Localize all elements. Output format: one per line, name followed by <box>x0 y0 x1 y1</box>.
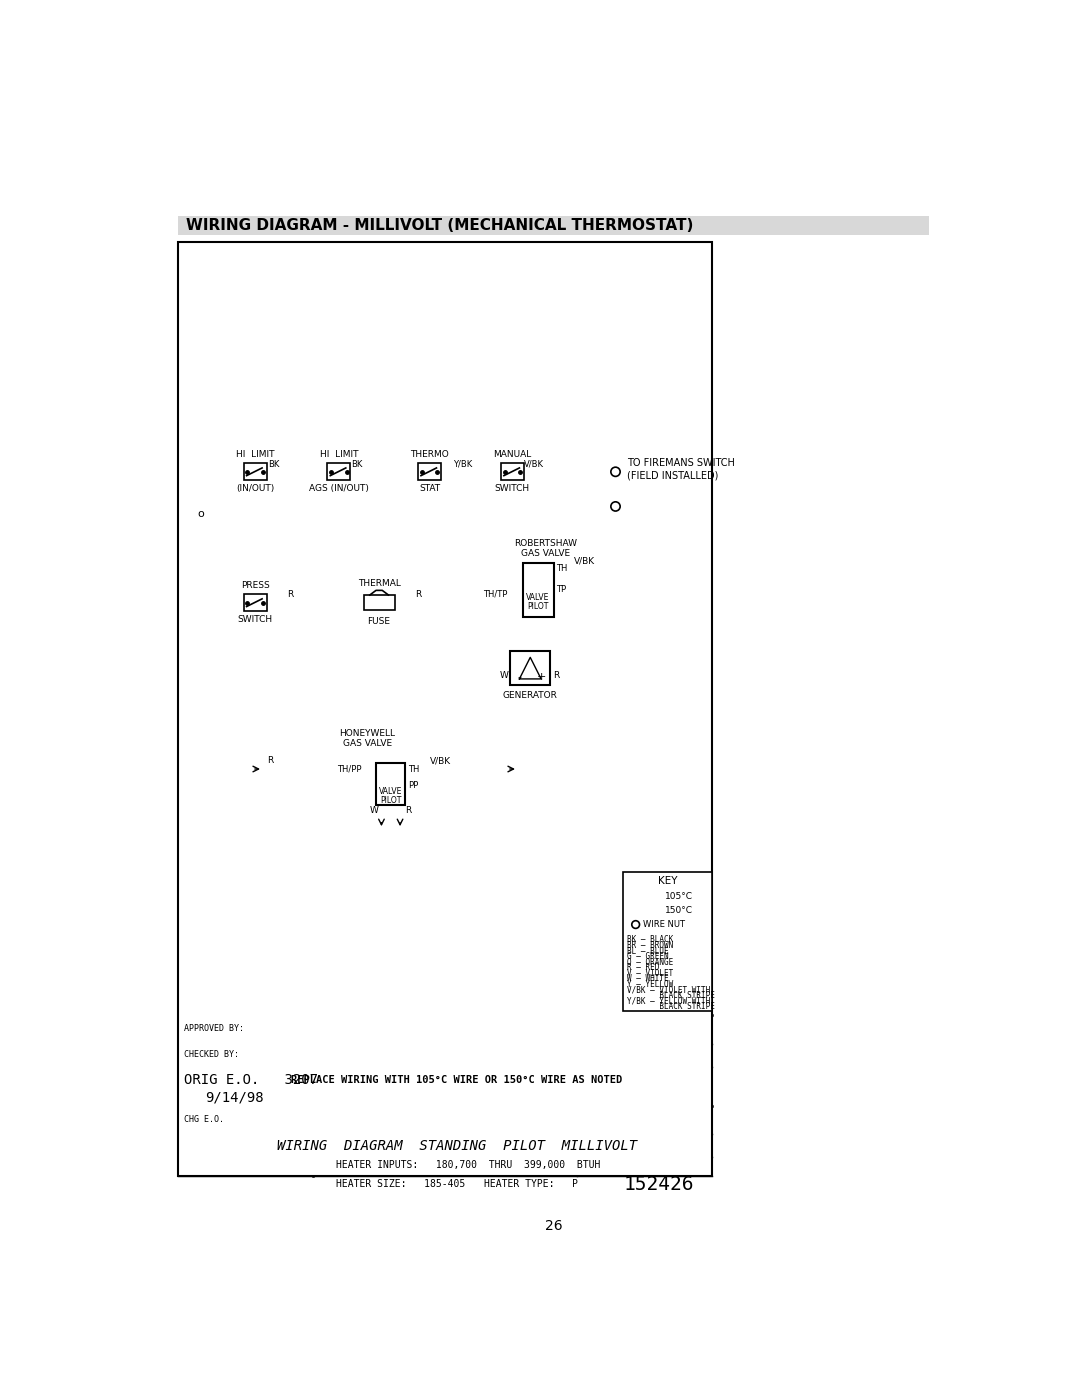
Bar <box>243 594 267 610</box>
Text: R: R <box>268 756 273 766</box>
Bar <box>364 595 394 610</box>
Text: V/BK: V/BK <box>430 756 451 766</box>
Text: PILOT: PILOT <box>380 796 402 805</box>
Bar <box>501 464 524 481</box>
Text: STAT: STAT <box>419 485 440 493</box>
Text: Y – YELLOW: Y – YELLOW <box>627 979 673 989</box>
Text: Y/BK: Y/BK <box>453 460 472 468</box>
Text: BK: BK <box>268 460 280 468</box>
Text: AGS (IN/OUT): AGS (IN/OUT) <box>309 485 368 493</box>
Bar <box>177 242 713 1176</box>
Text: (FIELD INSTALLED): (FIELD INSTALLED) <box>627 471 718 481</box>
Text: BR – BROWN: BR – BROWN <box>627 942 673 950</box>
Text: SWITCH: SWITCH <box>495 485 530 493</box>
Text: R – RED: R – RED <box>627 963 660 972</box>
Text: TH: TH <box>408 764 419 774</box>
Text: REPLACE WIRING WITH 105°C WIRE OR 150°C WIRE AS NOTED: REPLACE WIRING WITH 105°C WIRE OR 150°C … <box>291 1076 622 1085</box>
Text: V/BK: V/BK <box>573 556 595 566</box>
Text: G – GREEN: G – GREEN <box>627 953 669 961</box>
Text: BK: BK <box>351 460 362 468</box>
Text: TO FIREMANS SWITCH: TO FIREMANS SWITCH <box>627 458 735 468</box>
Bar <box>637 875 699 888</box>
Text: FUSE: FUSE <box>367 617 391 626</box>
Text: 150°C: 150°C <box>665 907 693 915</box>
Text: WIRE NUT: WIRE NUT <box>644 921 686 929</box>
Bar <box>243 464 267 481</box>
Text: TH: TH <box>556 564 567 573</box>
Text: BK – BLACK: BK – BLACK <box>627 936 673 944</box>
Text: APPROVED BY:: APPROVED BY: <box>184 1024 244 1032</box>
Text: R: R <box>415 590 421 599</box>
Text: CHECKED BY:: CHECKED BY: <box>184 1051 239 1059</box>
Text: HI  LIMIT: HI LIMIT <box>235 450 274 460</box>
Bar <box>510 651 551 685</box>
Bar <box>177 217 930 236</box>
Bar <box>376 763 405 805</box>
Text: (IN/OUT): (IN/OUT) <box>237 485 274 493</box>
Text: WIRING DIAGRAM - MILLIVOLT (MECHANICAL THERMOSTAT): WIRING DIAGRAM - MILLIVOLT (MECHANICAL T… <box>186 218 693 233</box>
Bar <box>327 464 350 481</box>
Text: O – ORANGE: O – ORANGE <box>627 957 673 967</box>
Text: V/BK – VIOLET WITH: V/BK – VIOLET WITH <box>627 985 711 995</box>
Text: 9/14/98: 9/14/98 <box>205 1090 264 1104</box>
Text: 152426: 152426 <box>623 1175 693 1193</box>
Text: W – WHITE: W – WHITE <box>627 974 669 983</box>
Text: +: + <box>537 672 545 682</box>
Text: V/BK: V/BK <box>524 460 544 468</box>
Text: ROBERTSHAW: ROBERTSHAW <box>514 539 577 548</box>
Text: W: W <box>499 672 509 680</box>
Bar <box>523 563 554 616</box>
Text: TP: TP <box>556 585 566 594</box>
Text: SWITCH: SWITCH <box>238 615 272 624</box>
Text: V – VIOLET: V – VIOLET <box>627 968 673 978</box>
Text: R: R <box>405 806 410 814</box>
Text: CHG E.O.: CHG E.O. <box>184 1115 224 1123</box>
Text: GENERATOR: GENERATOR <box>503 690 557 700</box>
Text: 26: 26 <box>544 1220 563 1234</box>
Text: VALVE: VALVE <box>379 787 403 796</box>
Text: BL – BLUE: BL – BLUE <box>627 947 669 956</box>
Text: HEATER INPUTS:   180,700  THRU  399,000  BTUH: HEATER INPUTS: 180,700 THRU 399,000 BTUH <box>337 1160 600 1169</box>
Text: TH/TP: TH/TP <box>483 590 508 599</box>
Text: MANUAL: MANUAL <box>494 450 531 460</box>
Text: HEATER TYPE:   P: HEATER TYPE: P <box>484 1179 578 1189</box>
Text: GAS VALVE: GAS VALVE <box>343 739 392 749</box>
Text: WIRING  DIAGRAM  STANDING  PILOT  MILLIVOLT: WIRING DIAGRAM STANDING PILOT MILLIVOLT <box>276 1139 637 1153</box>
Text: PILOT: PILOT <box>527 602 549 610</box>
Text: R: R <box>287 590 293 599</box>
Text: Y/BK – YELLOW WITH: Y/BK – YELLOW WITH <box>627 996 711 1006</box>
Text: 105°C: 105°C <box>665 893 693 901</box>
Bar <box>418 464 441 481</box>
Text: HONEYWELL: HONEYWELL <box>339 729 395 738</box>
Text: BLACK STRIPE: BLACK STRIPE <box>627 990 715 1000</box>
Text: R: R <box>553 672 559 680</box>
Text: W: W <box>369 806 378 814</box>
Text: o: o <box>198 509 204 520</box>
Bar <box>623 872 713 1011</box>
Text: ORIG E.O.   3207: ORIG E.O. 3207 <box>184 1073 318 1087</box>
Text: HEATER SIZE:   185-405: HEATER SIZE: 185-405 <box>337 1179 465 1189</box>
Text: HI  LIMIT: HI LIMIT <box>320 450 359 460</box>
Polygon shape <box>519 658 541 679</box>
Text: -: - <box>517 672 522 682</box>
Text: VALVE: VALVE <box>526 592 550 602</box>
Text: PRESS: PRESS <box>241 581 270 591</box>
Text: THERMAL: THERMAL <box>357 578 401 588</box>
Text: BLACK STRIPE: BLACK STRIPE <box>627 1002 715 1011</box>
Text: TH/PP: TH/PP <box>337 764 361 774</box>
Text: GAS VALVE: GAS VALVE <box>522 549 570 557</box>
Text: PP: PP <box>408 781 418 791</box>
Text: KEY: KEY <box>658 876 677 887</box>
Text: THERMO: THERMO <box>410 450 449 460</box>
